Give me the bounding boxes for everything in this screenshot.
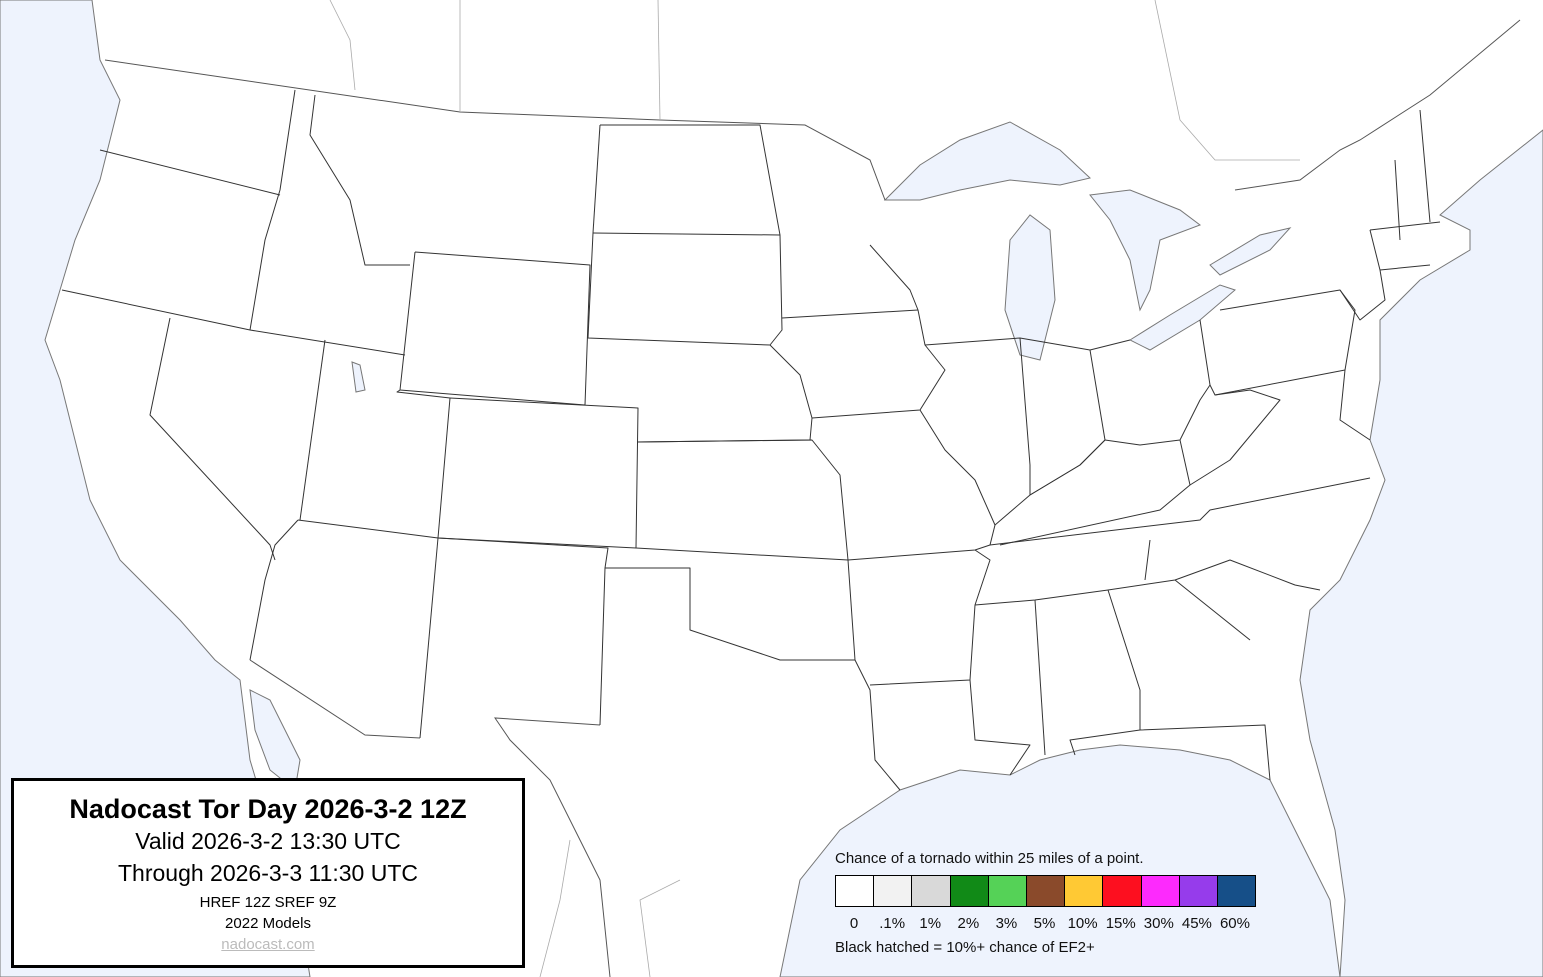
state-borders [61, 89, 1441, 791]
legend-label: .1% [879, 915, 906, 932]
legend-label: 3% [995, 915, 1018, 932]
legend-swatch [836, 876, 875, 906]
country-borders [104, 0, 1521, 977]
legend-labels: 0 .1% 1% 2% 3% 5% 10% 15% 30% 45% 60% [835, 915, 1254, 932]
legend-caption: Chance of a tornado within 25 miles of a… [835, 850, 1144, 867]
legend-swatch [912, 876, 951, 906]
valid-time: Valid 2026-3-2 13:30 UTC [135, 828, 401, 854]
nadocast-link[interactable]: nadocast.com [221, 936, 315, 953]
gulf-of-california [249, 689, 301, 791]
legend-label: 10% [1067, 915, 1098, 932]
through-time: Through 2026-3-3 11:30 UTC [117, 860, 419, 886]
gulf-of-mexico [779, 744, 1341, 977]
title-box: Nadocast Tor Day 2026-3-2 12Z Valid 2026… [11, 778, 525, 968]
legend-swatch [1103, 876, 1142, 906]
models-version: 2022 Models [225, 915, 311, 932]
lake-erie [1128, 284, 1236, 351]
legend-label: 45% [1181, 915, 1212, 932]
legend-swatch [988, 876, 1027, 906]
atlantic-ocean [1299, 129, 1543, 977]
great-salt-lake [351, 361, 366, 393]
lake-ontario [1209, 227, 1292, 276]
map-title: Nadocast Tor Day 2026-3-2 12Z [69, 794, 467, 824]
legend-label: 1% [919, 915, 942, 932]
legend-label: 60% [1219, 915, 1250, 932]
lake-michigan [1004, 214, 1056, 361]
legend-label: 0 [849, 915, 859, 932]
legend-swatch [950, 876, 989, 906]
legend-swatches [835, 875, 1256, 907]
legend-label: 15% [1105, 915, 1136, 932]
legend-label: 30% [1143, 915, 1174, 932]
legend-swatch [1179, 876, 1218, 906]
legend-label: 5% [1033, 915, 1056, 932]
lake-huron [1089, 189, 1202, 312]
legend-swatch [1026, 876, 1066, 906]
models-run: HREF 12Z SREF 9Z [199, 894, 337, 911]
legend-note: Black hatched = 10%+ chance of EF2+ [835, 939, 1095, 956]
legend-swatch [1065, 876, 1104, 906]
legend-swatch [1141, 876, 1180, 906]
lake-superior [883, 121, 1092, 201]
legend: Chance of a tornado within 25 miles of a… [835, 850, 1265, 956]
legend-label: 2% [957, 915, 980, 932]
legend-swatch [874, 876, 913, 906]
legend-swatch [1217, 876, 1256, 906]
